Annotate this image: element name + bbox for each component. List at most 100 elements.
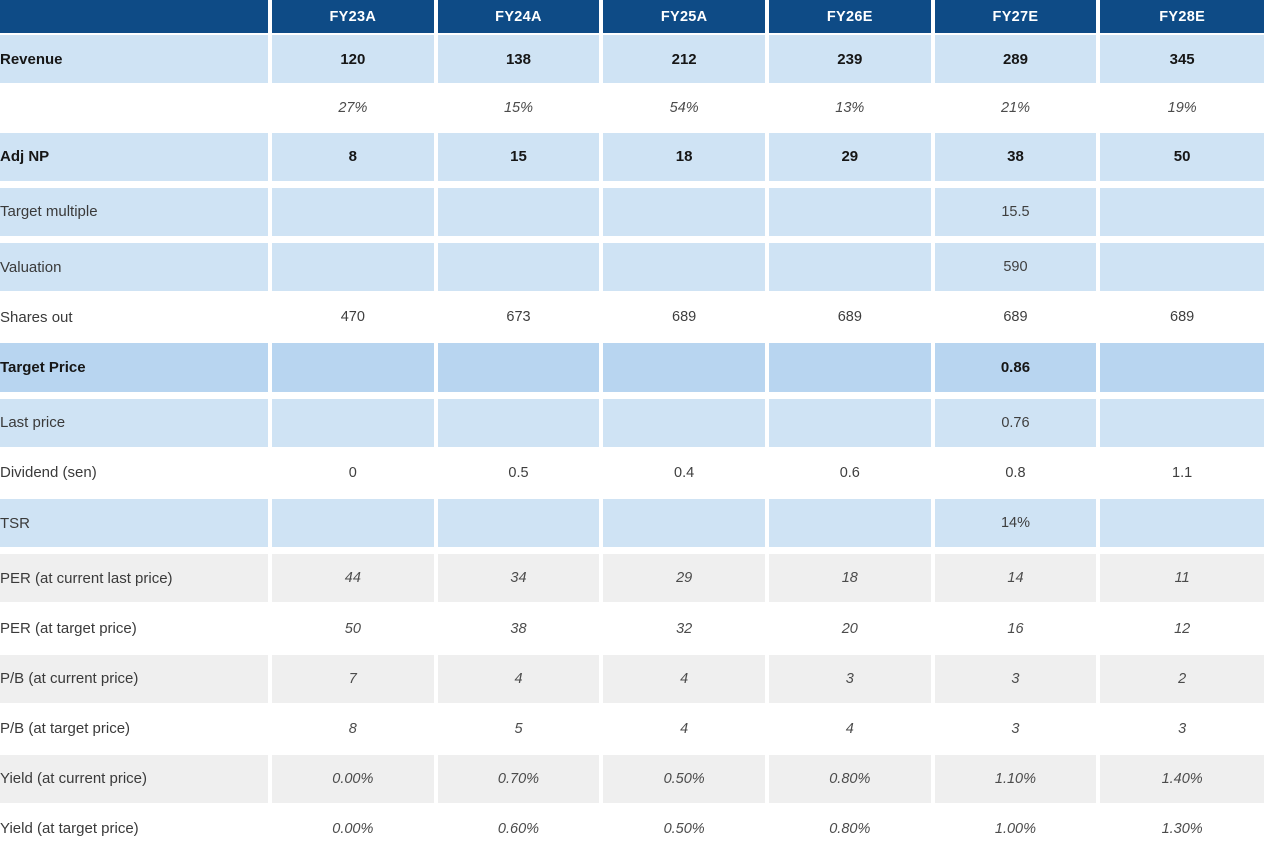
table-row-growth-pct: 27% 15% 54% 13% 21% 19% xyxy=(0,84,1264,133)
row-label xyxy=(0,548,272,555)
table-cell: 239 xyxy=(766,34,935,86)
table-cell xyxy=(270,181,438,188)
table-cell xyxy=(270,397,438,449)
table-cell: 18 xyxy=(766,553,935,605)
year-column-header: FY27E xyxy=(932,0,1101,35)
row-label: Dividend (sen) xyxy=(0,447,272,500)
year-column-header: FY28E xyxy=(1098,0,1264,35)
table-cell: 13% xyxy=(766,84,935,133)
table-row-per-at-current-last-price: PER (at current last price) 44 34 29 18 14 11 xyxy=(0,553,1264,605)
table-cell xyxy=(932,237,1101,244)
table-cell: 120 xyxy=(270,34,438,86)
table-cell xyxy=(1098,342,1264,394)
table-cell xyxy=(601,242,769,294)
table-cell: 470 xyxy=(270,292,438,344)
table-cell: 7 xyxy=(270,653,438,705)
table-cell: 289 xyxy=(932,34,1101,86)
table-cell xyxy=(1098,237,1264,244)
table-cell: 15% xyxy=(435,84,604,133)
table-cell xyxy=(435,392,604,399)
table-cell: 590 xyxy=(932,242,1101,294)
table-cell xyxy=(1098,498,1264,550)
table-cell: 14 xyxy=(932,553,1101,605)
table-cell: 0.00% xyxy=(270,803,438,855)
table-cell: 0.8 xyxy=(932,447,1101,500)
table-cell xyxy=(601,237,769,244)
table-cell xyxy=(1098,548,1264,555)
row-label: Yield (at current price) xyxy=(0,753,272,805)
table-cell: 12 xyxy=(1098,603,1264,655)
year-column-header: FY24A xyxy=(435,0,604,35)
table-cell: 20 xyxy=(766,603,935,655)
table-cell xyxy=(1098,186,1264,239)
table-cell: 15 xyxy=(435,131,604,183)
table-row-p-b-at-target-price: P/B (at target price) 8 5 4 4 3 3 xyxy=(0,703,1264,755)
table-cell: 50 xyxy=(270,603,438,655)
table-cell: 3 xyxy=(932,653,1101,705)
table-row-spacer xyxy=(0,237,1264,244)
row-label: P/B (at current price) xyxy=(0,653,272,705)
table-cell: 44 xyxy=(270,553,438,605)
table-cell xyxy=(766,242,935,294)
table-cell xyxy=(766,237,935,244)
row-label: PER (at current last price) xyxy=(0,553,272,605)
table-cell: 0.6 xyxy=(766,447,935,500)
table-cell: 212 xyxy=(601,34,769,86)
table-cell: 8 xyxy=(270,703,438,755)
table-cell xyxy=(766,186,935,239)
table-cell: 1.40% xyxy=(1098,753,1264,805)
table-cell xyxy=(270,392,438,399)
table-cell xyxy=(435,342,604,394)
row-label-column-header xyxy=(0,0,272,35)
table-cell xyxy=(601,342,769,394)
table-row-yield-at-current-price: Yield (at current price) 0.00% 0.70% 0.50% 0… xyxy=(0,753,1264,805)
table-cell xyxy=(601,181,769,188)
row-label xyxy=(0,237,272,244)
table-cell: 4 xyxy=(766,703,935,755)
row-label: PER (at target price) xyxy=(0,603,272,655)
table-row-yield-at-target-price: Yield (at target price) 0.00% 0.60% 0.50% 0.… xyxy=(0,803,1264,855)
table-cell: 1.1 xyxy=(1098,447,1264,500)
row-label: Yield (at target price) xyxy=(0,803,272,855)
year-column-header: FY23A xyxy=(270,0,438,35)
table-cell xyxy=(601,397,769,449)
table-row-target-multiple: Target multiple 15.5 xyxy=(0,186,1264,239)
table-row-p-b-at-current-price: P/B (at current price) 7 4 4 3 3 2 xyxy=(0,653,1264,705)
table-cell: 4 xyxy=(601,703,769,755)
table-cell: 345 xyxy=(1098,34,1264,86)
row-label: Last price xyxy=(0,397,272,449)
table-cell xyxy=(766,392,935,399)
table-cell: 0.60% xyxy=(435,803,604,855)
table-cell: 5 xyxy=(435,703,604,755)
table-cell: 50 xyxy=(1098,131,1264,183)
table-header-row: FY23A FY24A FY25A FY26E FY27E FY28E xyxy=(0,0,1264,35)
table-cell xyxy=(932,181,1101,188)
table-row-valuation: Valuation 590 xyxy=(0,242,1264,294)
row-label: Target multiple xyxy=(0,186,272,239)
table-cell: 18 xyxy=(601,131,769,183)
table-row-dividend-sen: Dividend (sen) 0 0.5 0.4 0.6 0.8 1.1 xyxy=(0,447,1264,500)
table-cell: 0 xyxy=(270,447,438,500)
table-cell: 4 xyxy=(435,653,604,705)
table-cell: 8 xyxy=(270,131,438,183)
table-row-revenue: Revenue 120 138 212 239 289 345 xyxy=(0,34,1264,86)
table-cell: 3 xyxy=(766,653,935,705)
table-row-tsr: TSR 14% xyxy=(0,498,1264,550)
table-cell xyxy=(601,186,769,239)
table-cell xyxy=(766,181,935,188)
table-cell: 689 xyxy=(1098,292,1264,344)
table-cell: 11 xyxy=(1098,553,1264,605)
table-cell: 689 xyxy=(932,292,1101,344)
table-cell xyxy=(270,186,438,239)
table-cell: 15.5 xyxy=(932,186,1101,239)
row-label: Valuation xyxy=(0,242,272,294)
table-cell xyxy=(270,548,438,555)
table-cell: 138 xyxy=(435,34,604,86)
table-cell xyxy=(766,397,935,449)
table-cell: 29 xyxy=(601,553,769,605)
table-cell xyxy=(1098,242,1264,294)
row-label: Target Price xyxy=(0,342,272,394)
table-cell: 0.5 xyxy=(435,447,604,500)
table-cell: 16 xyxy=(932,603,1101,655)
